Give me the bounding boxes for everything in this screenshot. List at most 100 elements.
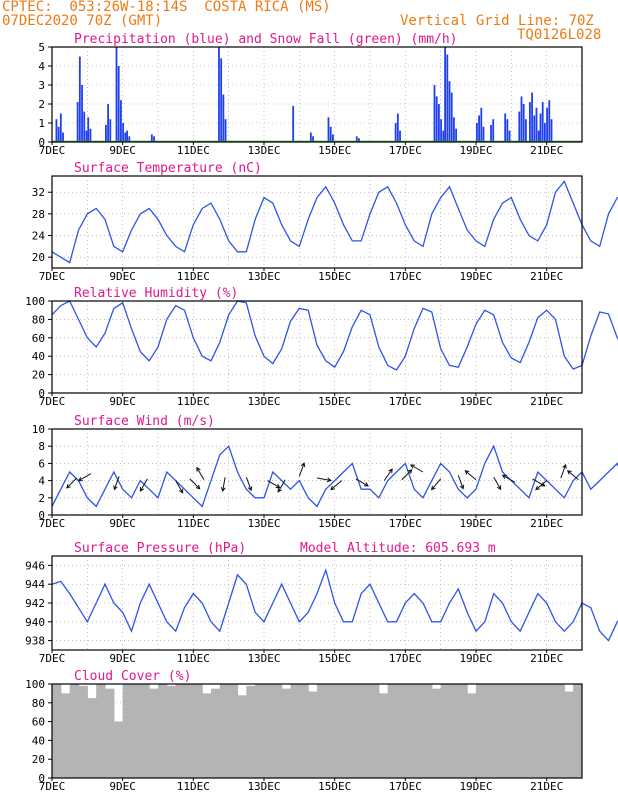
- wind-arrow: [78, 473, 92, 482]
- cloud-bar: [308, 691, 318, 778]
- cloud-bar: [511, 684, 521, 778]
- precip-bar: [525, 119, 527, 142]
- wind-arrow: [277, 479, 286, 493]
- rh-ytick-label: 80: [32, 313, 45, 326]
- precip-bar: [355, 136, 358, 142]
- precip-bar: [435, 96, 438, 142]
- cloud-bar: [264, 684, 274, 778]
- wind-ytick-label: 10: [32, 423, 45, 436]
- temp-xtick-label: 7DEC: [39, 270, 66, 283]
- wind-arrow: [457, 475, 464, 489]
- cloud-bar: [290, 684, 300, 778]
- temp-ytick-label: 28: [32, 208, 45, 221]
- rh-xtick-label: 21DEC: [530, 395, 563, 408]
- temp-xtick-label: 19DEC: [459, 270, 492, 283]
- temp-title: Surface Temperature (nC): [74, 161, 262, 176]
- precip-bar: [89, 128, 92, 142]
- precip-bar: [480, 107, 483, 142]
- cloud-ytick-label: 60: [32, 716, 45, 729]
- temp-series-line: [51, 180, 618, 264]
- precip-bar: [478, 115, 480, 142]
- precip-bar: [222, 94, 225, 142]
- precip-bar: [399, 130, 401, 142]
- cloud-bar: [405, 684, 415, 778]
- cloud-bar: [69, 684, 80, 778]
- cloud-bar: [202, 693, 212, 778]
- precip-ytick-label: 1: [38, 117, 45, 130]
- wind-xtick-label: 15DEC: [318, 517, 351, 530]
- wind-arrow-head: [300, 462, 306, 468]
- rh-ytick-label: 0: [38, 387, 45, 400]
- precip-bar: [57, 126, 60, 142]
- cloud-bar: [352, 684, 362, 778]
- rh-series-line: [51, 300, 618, 371]
- precip-bar: [332, 134, 334, 142]
- wind-arrow-head: [330, 485, 336, 491]
- precip-bar: [546, 107, 548, 142]
- wind-arrow: [410, 464, 424, 473]
- precip-xtick-label: 15DEC: [318, 144, 351, 157]
- precip-bar: [218, 47, 220, 142]
- cloud-bar: [493, 684, 504, 778]
- precip-xtick-label: 9DEC: [109, 144, 136, 157]
- rh-xtick-label: 11DEC: [177, 395, 210, 408]
- precip-ytick-label: 3: [38, 79, 45, 92]
- pressure-frame: [51, 555, 583, 651]
- pressure-ytick-label: 938: [25, 635, 45, 648]
- wind-arrow-head: [195, 484, 201, 490]
- station-header: CPTEC: 053:26W-18:14S COSTA RICA (MS): [2, 0, 331, 15]
- precip-bar: [442, 130, 445, 142]
- pressure-title: Surface Pressure (hPa): [74, 541, 246, 556]
- pressure-xtick-label: 19DEC: [459, 652, 492, 665]
- cloud-bar: [546, 684, 557, 778]
- wind-arrow: [535, 480, 547, 490]
- precip-bar: [440, 119, 442, 142]
- precip-frame: [51, 46, 583, 143]
- cloud-ytick-label: 0: [38, 772, 45, 785]
- rh-xtick-label: 13DEC: [247, 395, 280, 408]
- precip-bar: [107, 104, 109, 142]
- wind-xtick-label: 11DEC: [177, 517, 210, 530]
- wind-ytick-label: 2: [38, 492, 45, 505]
- cloud-xtick-label: 13DEC: [247, 780, 280, 793]
- precip-bar: [504, 113, 507, 142]
- cloud-ytick-label: 40: [32, 734, 45, 747]
- cloud-bar: [105, 688, 115, 778]
- wind-frame: [51, 428, 583, 516]
- precip-bar: [490, 124, 492, 142]
- cloud-bar: [255, 684, 265, 778]
- wind-arrow: [567, 470, 579, 481]
- cloud-bar: [113, 721, 124, 778]
- precip-bar: [533, 115, 536, 142]
- precip-bar: [109, 119, 112, 142]
- wind-arrow: [383, 468, 393, 481]
- cloud-bar: [131, 684, 141, 778]
- precip-bar: [85, 130, 88, 142]
- wind-arrow-head: [178, 488, 184, 494]
- wind-arrow-head: [275, 483, 281, 489]
- precip-bar: [448, 81, 451, 142]
- wind-arrow-head: [247, 486, 253, 492]
- wind-xtick-label: 19DEC: [459, 517, 492, 530]
- cloud-frame: [51, 683, 583, 779]
- temp-ytick-label: 24: [32, 230, 46, 243]
- precip-ytick-label: 2: [38, 98, 45, 111]
- cloud-bar: [317, 684, 327, 778]
- cloud-bar: [467, 693, 477, 778]
- precip-bar: [83, 111, 86, 142]
- wind-xtick-label: 21DEC: [530, 517, 563, 530]
- cloud-bar: [449, 684, 459, 778]
- precip-bar: [482, 126, 485, 142]
- wind-arrow-head: [535, 485, 540, 491]
- precip-bar: [492, 119, 495, 142]
- cloud-bar: [573, 684, 582, 778]
- cloud-bar: [246, 685, 256, 778]
- wind-arrow-head: [77, 477, 83, 482]
- rh-xtick-label: 17DEC: [389, 395, 422, 408]
- wind-arrow: [139, 478, 148, 492]
- wind-ytick-label: 4: [38, 475, 45, 488]
- wind-arrow-head: [113, 485, 118, 491]
- precip-xtick-label: 7DEC: [39, 144, 66, 157]
- cloud-bar: [87, 698, 97, 778]
